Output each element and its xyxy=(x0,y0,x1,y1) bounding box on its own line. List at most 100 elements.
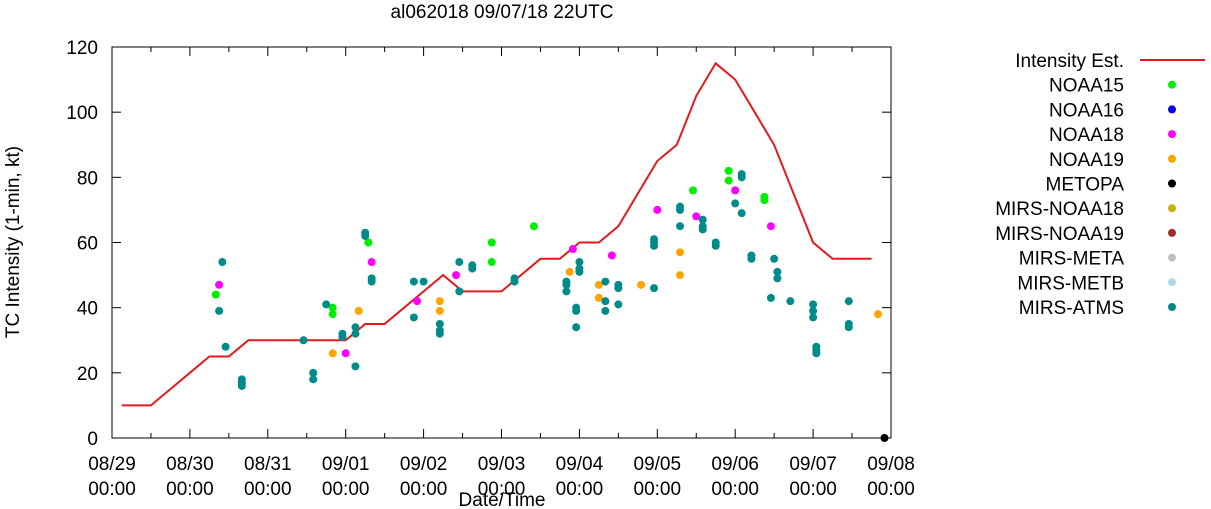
data-point xyxy=(338,332,347,341)
data-point xyxy=(874,310,883,319)
data-point xyxy=(364,238,373,247)
x-tick-date: 09/08 xyxy=(867,454,915,475)
data-point xyxy=(309,375,318,384)
data-point xyxy=(614,300,623,309)
x-tick-date: 09/01 xyxy=(322,454,370,475)
data-point xyxy=(487,258,496,267)
data-point xyxy=(322,300,331,309)
plot-frame xyxy=(111,46,892,439)
data-point xyxy=(510,277,519,286)
data-point xyxy=(435,306,444,315)
data-point xyxy=(575,258,584,267)
data-point xyxy=(637,280,646,289)
x-axis: 08/29 00:00 08/30 00:00 08/31 00:00 09/01 00:00… xyxy=(88,47,915,500)
series-intensity-est- xyxy=(121,61,872,407)
data-point xyxy=(601,306,610,315)
data-point xyxy=(724,166,733,175)
x-tick-time: 00:00 xyxy=(867,479,915,500)
data-point xyxy=(575,267,584,276)
y-tick-label: 40 xyxy=(77,299,98,320)
data-point xyxy=(455,258,464,267)
x-tick-time: 00:00 xyxy=(88,479,136,500)
y-axis-label: TC Intensity (1-min, kt) xyxy=(3,146,24,338)
x-tick-time: 00:00 xyxy=(634,479,682,500)
x-tick-time: 00:00 xyxy=(322,479,370,500)
data-point xyxy=(419,277,428,286)
legend-label: MIRS-ATMS xyxy=(1019,298,1124,319)
data-point xyxy=(562,280,571,289)
data-point xyxy=(650,241,659,250)
x-tick-time: 00:00 xyxy=(400,479,448,500)
series-layer xyxy=(121,61,889,442)
data-point xyxy=(676,222,685,231)
legend-label: MIRS-NOAA19 xyxy=(995,224,1124,245)
data-point xyxy=(565,267,574,276)
data-point xyxy=(731,199,740,208)
y-axis: 0 20 40 60 80 100 120 xyxy=(66,38,891,450)
x-tick-date: 09/05 xyxy=(634,454,682,475)
data-point xyxy=(409,277,418,286)
chart-title: al062018 09/07/18 22UTC xyxy=(391,2,614,23)
y-tick-label: 120 xyxy=(66,38,98,59)
legend-point-swatch xyxy=(1168,80,1176,89)
data-point xyxy=(468,264,477,273)
intensity-line xyxy=(121,61,872,407)
legend-label: NOAA15 xyxy=(1049,76,1124,97)
data-point xyxy=(409,313,418,322)
x-tick-date: 08/30 xyxy=(166,454,214,475)
data-point xyxy=(601,297,610,306)
data-point xyxy=(218,258,227,267)
data-point xyxy=(809,313,818,322)
data-point xyxy=(361,231,370,240)
y-tick-label: 20 xyxy=(77,364,98,385)
data-point xyxy=(487,238,496,247)
legend-point-swatch xyxy=(1168,204,1176,213)
legend-point-swatch xyxy=(1168,253,1176,262)
data-point xyxy=(435,297,444,306)
series-noaa19 xyxy=(328,248,883,358)
legend-point-swatch xyxy=(1168,278,1176,287)
data-point xyxy=(607,251,616,260)
data-point xyxy=(731,186,740,195)
x-tick-date: 09/06 xyxy=(711,454,759,475)
data-point xyxy=(367,258,376,267)
legend-point-swatch xyxy=(1168,105,1176,114)
y-tick-label: 100 xyxy=(66,103,98,124)
data-point xyxy=(529,222,538,231)
data-point xyxy=(237,381,246,390)
legend-label: Intensity Est. xyxy=(1015,51,1124,72)
data-point xyxy=(737,173,746,182)
series-noaa18 xyxy=(215,186,775,358)
y-tick-label: 60 xyxy=(77,234,98,255)
data-point xyxy=(698,215,707,224)
data-point xyxy=(676,271,685,280)
data-point xyxy=(367,274,376,283)
legend-label: MIRS-META xyxy=(1019,249,1125,270)
data-point xyxy=(773,267,782,276)
legend-label: MIRS-METB xyxy=(1017,273,1124,294)
data-point xyxy=(747,254,756,263)
x-tick-time: 00:00 xyxy=(556,479,604,500)
data-point xyxy=(354,306,363,315)
data-point xyxy=(455,287,464,296)
data-point xyxy=(594,280,603,289)
data-point xyxy=(786,297,795,306)
data-point xyxy=(766,293,775,302)
data-point xyxy=(568,245,577,254)
x-tick-date: 09/03 xyxy=(478,454,526,475)
data-point xyxy=(650,284,659,293)
data-point xyxy=(341,349,350,358)
series-mirs-atms xyxy=(215,170,853,390)
x-tick-time: 00:00 xyxy=(166,479,214,500)
data-point xyxy=(221,342,230,351)
data-point xyxy=(653,205,662,214)
data-point xyxy=(737,209,746,218)
data-point xyxy=(614,284,623,293)
x-axis-label: Date/Time xyxy=(459,490,546,509)
data-point xyxy=(724,176,733,185)
data-point xyxy=(844,323,853,332)
legend-label: NOAA16 xyxy=(1049,100,1124,121)
data-point xyxy=(351,329,360,338)
data-point xyxy=(309,368,318,377)
data-point xyxy=(844,297,853,306)
